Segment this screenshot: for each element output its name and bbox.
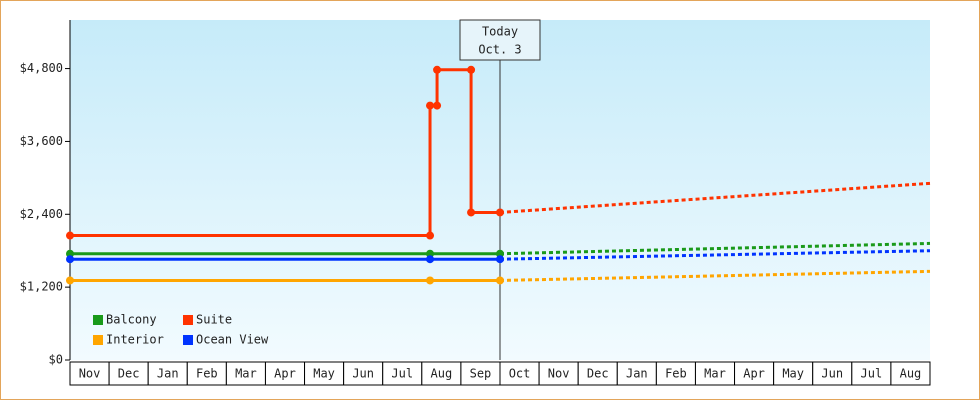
x-tick-label: Sep (470, 367, 492, 381)
data-point (426, 249, 435, 258)
y-tick-label: $2,400 (20, 207, 63, 221)
y-tick-label: $0 (49, 353, 63, 367)
data-point (66, 249, 74, 258)
today-box (459, 19, 541, 61)
x-tick-label: Apr (274, 367, 296, 381)
data-point (467, 208, 476, 217)
data-point (496, 249, 504, 258)
today-label: Today (482, 25, 518, 39)
x-tick-label: Jun (352, 367, 374, 381)
x-tick-label: Oct (509, 367, 531, 381)
x-tick-label: Dec (118, 367, 140, 381)
y-tick-label: $3,600 (20, 134, 63, 148)
x-tick-label: Jul (861, 367, 883, 381)
x-tick-label: Feb (665, 367, 687, 381)
legend-swatch (183, 335, 193, 345)
data-point (426, 276, 435, 285)
x-tick-label: May (313, 367, 335, 381)
data-point (496, 208, 504, 217)
legend-swatch (93, 315, 103, 325)
month-cell (890, 361, 931, 386)
legend-label: Ocean View (196, 333, 269, 347)
data-point (426, 101, 435, 110)
x-tick-label: Mar (704, 367, 726, 381)
data-point (496, 255, 504, 264)
data-point (467, 65, 476, 74)
data-point (426, 231, 435, 240)
today-label: Oct. 3 (478, 43, 521, 57)
x-tick-label: Dec (587, 367, 609, 381)
series-line (70, 68, 500, 238)
data-point (433, 101, 442, 110)
forecast-line (499, 269, 931, 282)
data-point (66, 276, 74, 285)
forecast-line (499, 249, 931, 261)
x-tick-label: Jan (157, 367, 179, 381)
forecast-line (499, 181, 931, 214)
legend-label: Balcony (106, 313, 157, 327)
x-tick-label: Aug (431, 367, 453, 381)
data-point (66, 231, 74, 240)
x-tick-label: Nov (548, 367, 570, 381)
data-point (426, 255, 435, 264)
data-point (433, 65, 442, 74)
x-tick-label: Nov (79, 367, 101, 381)
x-tick-label: Jun (821, 367, 843, 381)
legend-label: Interior (106, 333, 164, 347)
x-tick-label: Mar (235, 367, 257, 381)
legend-swatch (183, 315, 193, 325)
x-tick-label: Jan (626, 367, 648, 381)
legend-swatch (93, 335, 103, 345)
x-tick-label: Apr (743, 367, 765, 381)
data-point (66, 255, 74, 264)
y-tick-label: $1,200 (20, 280, 63, 294)
y-tick-label: $4,800 (20, 61, 63, 75)
x-tick-label: Jul (391, 367, 413, 381)
legend-label: Suite (196, 313, 232, 327)
x-tick-label: Feb (196, 367, 218, 381)
x-tick-label: May (782, 367, 804, 381)
data-point (496, 276, 504, 285)
x-tick-label: Aug (900, 367, 922, 381)
forecast-line (499, 241, 931, 256)
